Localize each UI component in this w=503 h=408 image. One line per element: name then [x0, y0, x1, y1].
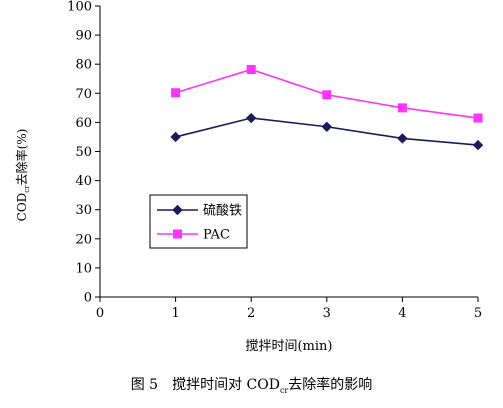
series-2 — [171, 64, 483, 123]
y-axis-label: CODcr去除率(%) — [13, 129, 31, 222]
legend: 硫酸铁 PAC — [149, 194, 248, 249]
y-axis-label-main: COD — [14, 192, 29, 222]
legend-label: 硫酸铁 — [203, 204, 242, 219]
legend-entry-2: PAC — [157, 228, 230, 243]
data-point — [321, 121, 332, 132]
x-tick-label: 0 — [96, 306, 104, 321]
x-tick-label: 3 — [323, 306, 331, 321]
y-axis-label-rest: 去除率(%) — [14, 128, 29, 186]
y-tick-label: 10 — [75, 261, 92, 276]
caption-sub: cr — [279, 385, 289, 395]
series-layer — [170, 64, 484, 151]
y-axis-label-wrap: CODcr去除率(%) — [10, 100, 34, 250]
series-1 — [170, 112, 484, 151]
y-tick-label: 70 — [75, 87, 92, 102]
legend-entry-1: 硫酸铁 — [157, 204, 242, 219]
legend-box — [149, 194, 248, 249]
x-tick-label: 2 — [247, 306, 255, 321]
data-point — [246, 112, 257, 124]
data-point — [170, 131, 181, 143]
y-tick-label: 50 — [75, 145, 92, 160]
x-tick-label: 5 — [474, 306, 482, 321]
figure-caption: 图 5 搅拌时间对 CODcr去除率的影响 — [0, 374, 503, 395]
axes: 0 10 20 30 40 50 60 70 80 90 100 0 1 2 3 4 5 — [67, 0, 482, 321]
data-point — [246, 64, 256, 74]
y-tick-label: 100 — [67, 0, 92, 15]
y-tick-label: 80 — [75, 58, 92, 73]
x-axis-label: 搅拌时间(min) — [245, 338, 332, 354]
caption-suffix: 去除率的影响 — [288, 377, 373, 393]
y-tick-label: 30 — [75, 203, 92, 218]
y-axis-label-sub: cr — [23, 185, 32, 193]
y-tick-label: 40 — [75, 174, 92, 189]
data-point — [322, 90, 332, 100]
legend-swatch-marker — [172, 204, 183, 216]
y-tick-label: 20 — [75, 232, 92, 247]
x-tick-label: 4 — [398, 306, 406, 321]
legend-swatch-marker — [173, 229, 182, 239]
y-tick-label: 0 — [84, 291, 92, 306]
data-point — [473, 113, 483, 123]
caption-prefix: 图 5 搅拌时间对 COD — [130, 377, 280, 393]
legend-label: PAC — [203, 228, 230, 243]
y-tick-label: 60 — [75, 116, 92, 131]
data-point — [472, 139, 484, 151]
data-point — [397, 133, 408, 144]
data-point — [171, 88, 181, 98]
y-tick-label: 90 — [75, 29, 92, 44]
x-tick-label: 1 — [171, 306, 179, 321]
data-point — [397, 103, 407, 113]
line-chart: 0 10 20 30 40 50 60 70 80 90 100 0 1 2 3 4 5 硫酸铁 PAC 搅拌时间… — [67, 0, 484, 354]
